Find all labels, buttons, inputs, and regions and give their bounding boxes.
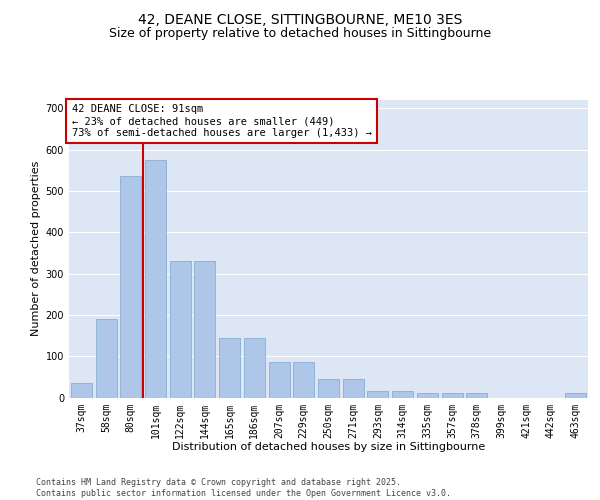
Text: 42, DEANE CLOSE, SITTINGBOURNE, ME10 3ES: 42, DEANE CLOSE, SITTINGBOURNE, ME10 3ES [138, 12, 462, 26]
Bar [95, 319, 116, 398]
Bar [442, 394, 463, 398]
Bar [466, 394, 487, 398]
Bar [244, 338, 265, 398]
Bar [318, 379, 339, 398]
Bar [392, 392, 413, 398]
Bar [343, 379, 364, 398]
Bar [145, 160, 166, 398]
Bar [170, 261, 191, 398]
X-axis label: Distribution of detached houses by size in Sittingbourne: Distribution of detached houses by size … [172, 442, 485, 452]
Bar [219, 338, 240, 398]
Bar [367, 392, 388, 398]
Bar [120, 176, 141, 398]
Bar [417, 394, 438, 398]
Bar [565, 394, 586, 398]
Bar [194, 261, 215, 398]
Bar [293, 362, 314, 398]
Bar [269, 362, 290, 398]
Bar [71, 383, 92, 398]
Text: Contains HM Land Registry data © Crown copyright and database right 2025.
Contai: Contains HM Land Registry data © Crown c… [36, 478, 451, 498]
Text: 42 DEANE CLOSE: 91sqm
← 23% of detached houses are smaller (449)
73% of semi-det: 42 DEANE CLOSE: 91sqm ← 23% of detached … [71, 104, 371, 138]
Y-axis label: Number of detached properties: Number of detached properties [31, 161, 41, 336]
Text: Size of property relative to detached houses in Sittingbourne: Size of property relative to detached ho… [109, 28, 491, 40]
